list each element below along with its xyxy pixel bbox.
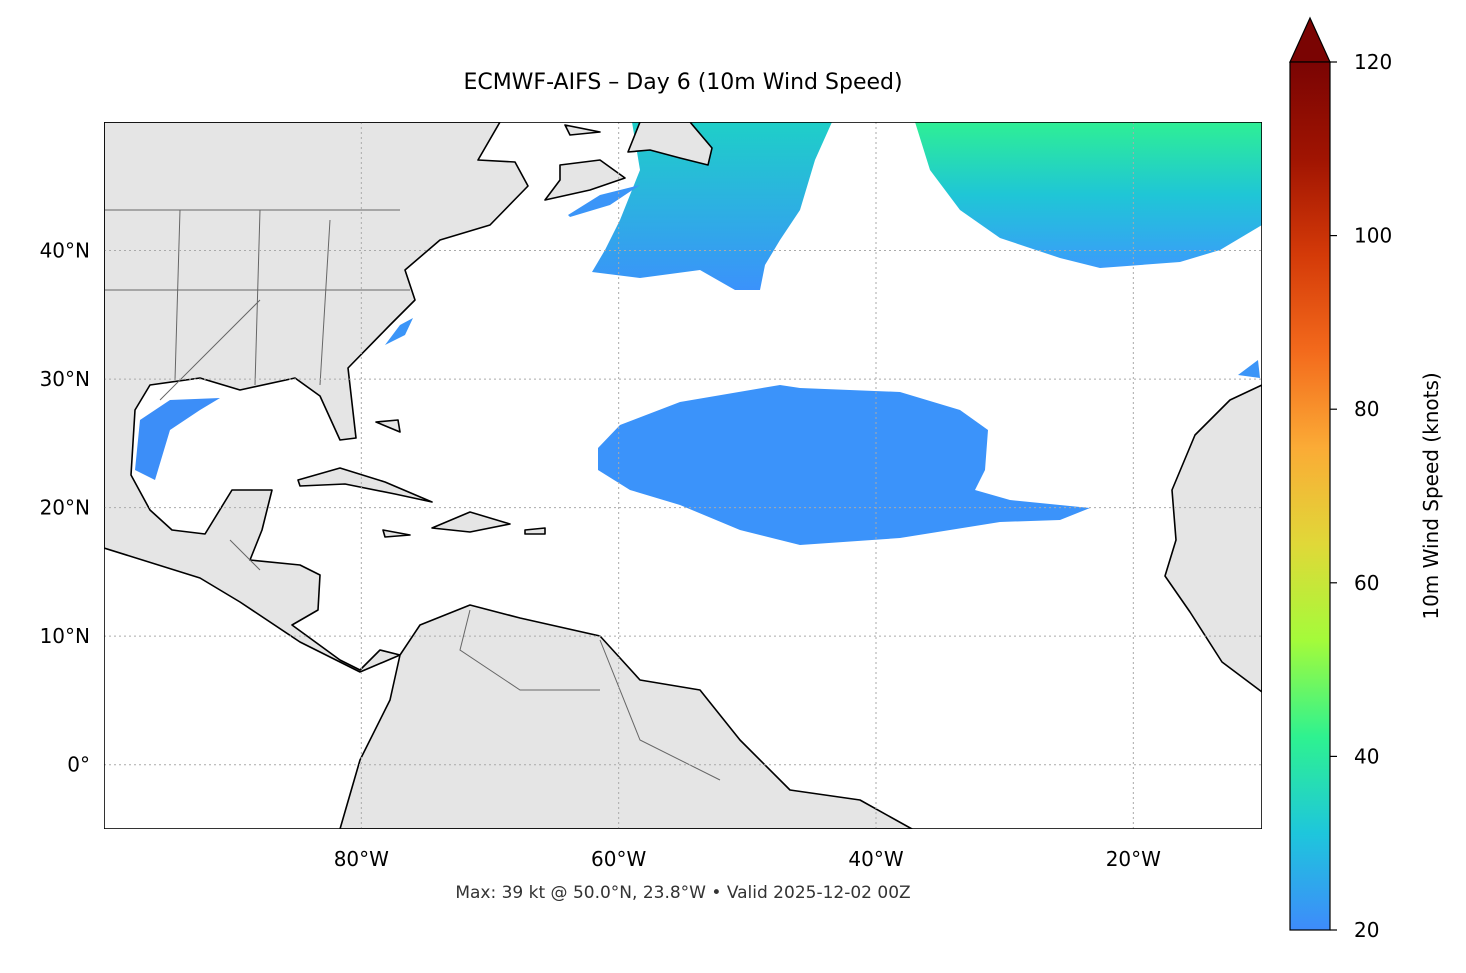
land xyxy=(1164,384,1262,693)
map-area xyxy=(104,122,1262,829)
map-title: ECMWF-AIFS – Day 6 (10m Wind Speed) xyxy=(463,70,902,95)
footnote: Max: 39 kt @ 50.0°N, 23.8°W • Valid 2025… xyxy=(455,883,910,903)
lat-tick-label: 20°N xyxy=(40,496,90,520)
land xyxy=(339,604,913,829)
colorbar-bar xyxy=(1289,61,1331,931)
wind-area xyxy=(135,398,220,480)
land xyxy=(297,419,546,538)
wind-area xyxy=(915,122,1262,268)
land xyxy=(544,122,713,201)
lon-tick-label: 20°W xyxy=(1106,847,1161,871)
lon-tick-label: 60°W xyxy=(591,847,646,871)
lon-tick-label: 80°W xyxy=(334,847,389,871)
lat-tick-label: 10°N xyxy=(40,624,90,648)
colorbar-tick-label: 60 xyxy=(1354,571,1379,595)
lat-tick-label: 40°N xyxy=(40,239,90,263)
colorbar-tick-label: 120 xyxy=(1354,50,1392,74)
colorbar: 10m Wind Speed (knots) 20 40 60 80 100 120 xyxy=(1289,16,1443,942)
colorbar-tick-label: 20 xyxy=(1354,918,1379,942)
land xyxy=(104,122,529,673)
colorbar-tick-label: 40 xyxy=(1354,744,1379,768)
graticule xyxy=(104,122,1262,829)
colorbar-extend xyxy=(1289,16,1331,63)
colorbar-tick-label: 100 xyxy=(1354,224,1392,248)
axis-ticks: 80°W 60°W 40°W 20°W 40°N 30°N 20°N 10°N 0° xyxy=(40,239,1162,871)
lon-tick-label: 40°W xyxy=(848,847,903,871)
border xyxy=(104,209,721,781)
colorbar-tick-label: 80 xyxy=(1354,397,1379,421)
colorbar-label: 10m Wind Speed (knots) xyxy=(1419,372,1443,619)
lat-tick-label: 0° xyxy=(67,753,90,777)
wind-area xyxy=(598,385,1090,545)
lat-tick-label: 30°N xyxy=(40,367,90,391)
wind-area xyxy=(592,122,832,290)
